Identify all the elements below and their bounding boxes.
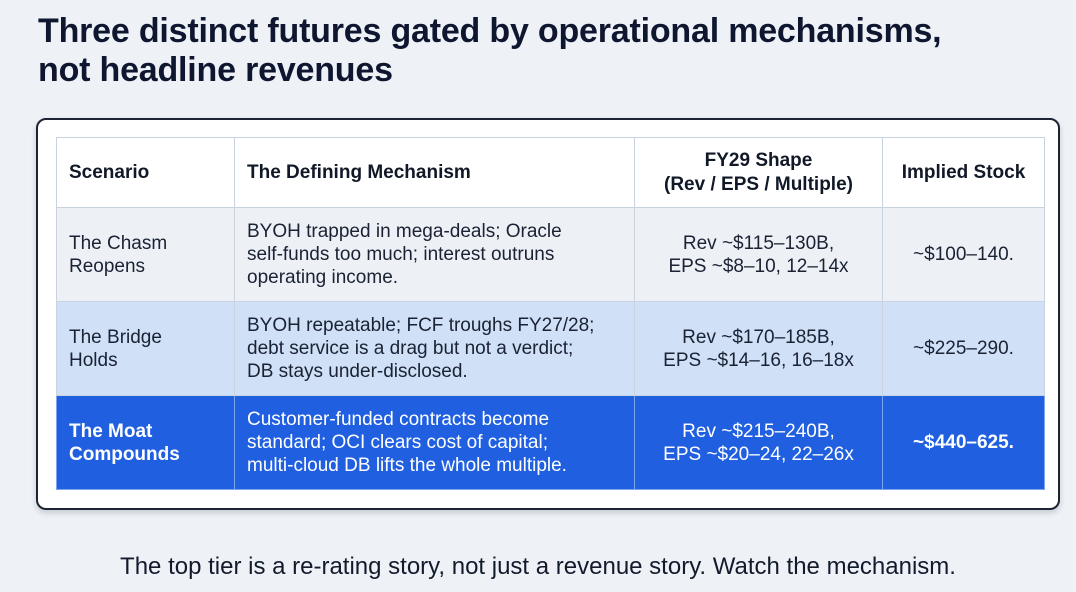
- scenario-cell: The Bridge Holds: [56, 301, 235, 396]
- implied-stock-cell: ~$225–290.: [882, 301, 1045, 396]
- mechanism-cell: BYOH trapped in mega-deals; Oracle self-…: [234, 207, 635, 302]
- scenario-cell: The Chasm Reopens: [56, 207, 235, 302]
- header-mechanism: The Defining Mechanism: [234, 137, 635, 208]
- table-row: The Chasm Reopens BYOH trapped in mega-d…: [56, 207, 1045, 302]
- table-header-row: Scenario The Defining Mechanism FY29 Sha…: [56, 137, 1045, 208]
- implied-stock-cell: ~$440–625.: [882, 395, 1045, 490]
- scenario-table-card: Scenario The Defining Mechanism FY29 Sha…: [36, 118, 1060, 510]
- fy29-shape-cell: Rev ~$115–130B, EPS ~$8–10, 12–14x: [634, 207, 883, 302]
- table-row-highlighted: The Moat Compounds Customer-funded contr…: [56, 395, 1045, 490]
- header-scenario: Scenario: [56, 137, 235, 208]
- implied-stock-cell: ~$100–140.: [882, 207, 1045, 302]
- footer-caption: The top tier is a re-rating story, not j…: [120, 553, 956, 580]
- header-fy29-shape: FY29 Shape (Rev / EPS / Multiple): [634, 137, 883, 208]
- fy29-shape-cell: Rev ~$215–240B, EPS ~$20–24, 22–26x: [634, 395, 883, 490]
- header-implied-stock: Implied Stock: [882, 137, 1045, 208]
- scenario-cell: The Moat Compounds: [56, 395, 235, 490]
- scenario-table: Scenario The Defining Mechanism FY29 Sha…: [56, 137, 1045, 490]
- page-title: Three distinct futures gated by operatio…: [38, 12, 942, 89]
- table-row: The Bridge Holds BYOH repeatable; FCF tr…: [56, 301, 1045, 396]
- mechanism-cell: BYOH repeatable; FCF troughs FY27/28; de…: [234, 301, 635, 396]
- fy29-shape-cell: Rev ~$170–185B, EPS ~$14–16, 16–18x: [634, 301, 883, 396]
- mechanism-cell: Customer-funded contracts become standar…: [234, 395, 635, 490]
